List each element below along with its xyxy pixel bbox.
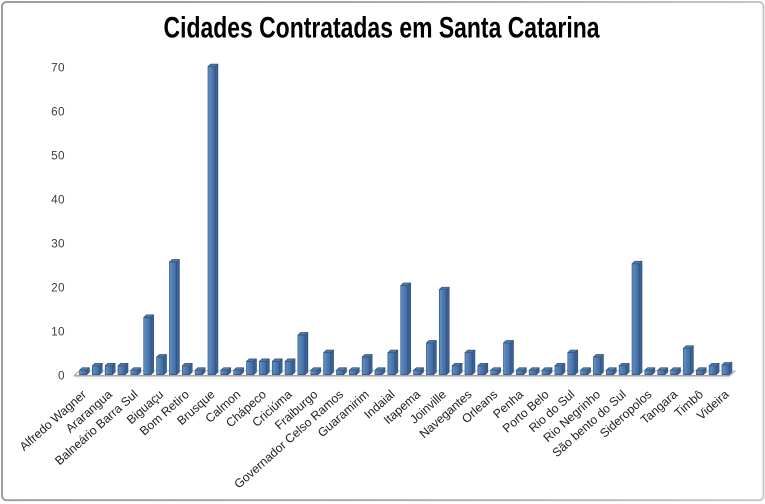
svg-text:70: 70 bbox=[51, 61, 65, 75]
svg-text:10: 10 bbox=[51, 325, 65, 339]
svg-text:50: 50 bbox=[51, 149, 65, 163]
svg-text:40: 40 bbox=[51, 193, 65, 207]
svg-text:20: 20 bbox=[51, 281, 65, 295]
svg-text:Cidades Contratadas em Santa C: Cidades Contratadas em Santa Catarina bbox=[164, 12, 600, 45]
svg-text:30: 30 bbox=[51, 237, 65, 251]
svg-text:0: 0 bbox=[58, 369, 65, 383]
svg-text:60: 60 bbox=[51, 105, 65, 119]
